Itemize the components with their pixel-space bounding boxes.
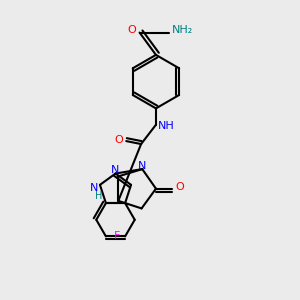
Text: NH: NH [158,121,175,131]
Text: H: H [95,191,102,201]
Text: O: O [114,135,123,145]
Text: N: N [111,165,120,175]
Text: NH₂: NH₂ [172,25,193,34]
Text: N: N [90,183,98,193]
Text: O: O [175,182,184,192]
Text: F: F [114,231,120,242]
Text: N: N [138,160,146,170]
Text: O: O [127,25,136,35]
